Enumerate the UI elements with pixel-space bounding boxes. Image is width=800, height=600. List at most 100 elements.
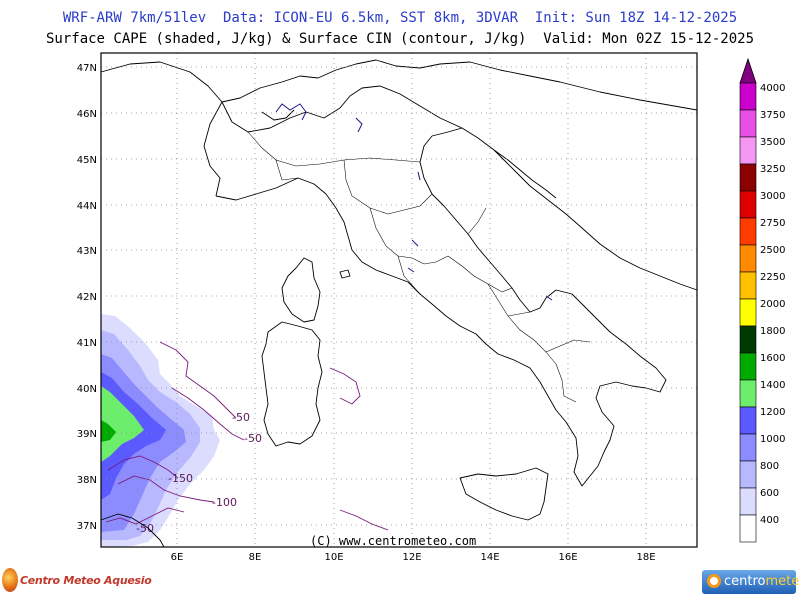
cin-contour (107, 455, 179, 479)
centro-meteo-aquesio-logo[interactable]: Centro Meteo Aquesio (0, 566, 152, 596)
lon-label: 18E (636, 552, 655, 563)
colorbar-swatch (739, 352, 757, 381)
colorbar-label: 1600 (760, 353, 785, 364)
cin-contour (105, 507, 185, 525)
cin-label: -150 (168, 472, 193, 485)
cin-label: -50 (136, 522, 154, 535)
region-border (447, 255, 513, 293)
french-border (203, 101, 223, 197)
colorbar-swatch (739, 379, 757, 408)
region-border (545, 339, 591, 353)
colorbar-swatch (739, 109, 757, 138)
cin-label: -100 (212, 496, 237, 509)
sicily (459, 467, 549, 521)
region-border (397, 255, 421, 295)
colorbar-label: 1400 (760, 380, 785, 391)
colorbar-swatch (739, 406, 757, 435)
colorbar-label: 2250 (760, 272, 785, 283)
colorbar-label: 800 (760, 461, 779, 472)
cape-1400-area (101, 420, 116, 442)
chart-title: WRF-ARW 7km/51lev Data: ICON-EU 6.5km, S… (62, 10, 738, 26)
colorbar-swatch (739, 271, 757, 300)
region-border (507, 315, 557, 365)
lat-label: 44N (77, 201, 97, 212)
colorbar-label: 1200 (760, 407, 785, 418)
lat-label: 47N (77, 63, 97, 74)
cin-contour (329, 367, 361, 405)
region-border (247, 131, 421, 167)
sardinia (261, 321, 323, 447)
lat-label: 42N (77, 292, 97, 303)
lake (355, 117, 363, 133)
lake-outlines (275, 103, 553, 301)
lon-label: 12E (402, 552, 421, 563)
logo-right-text: centrometeo (724, 574, 800, 589)
colorbar-label: 2500 (760, 245, 785, 256)
lat-label: 37N (77, 521, 97, 532)
cape-shading (101, 314, 220, 547)
centrometeo-logo[interactable]: centrometeo (702, 570, 800, 594)
colorbar-label: 3500 (760, 137, 785, 148)
credit-text: (C) www.centrometeo.com (310, 534, 476, 548)
colorbar-swatch (739, 163, 757, 192)
colorbar-label: 2000 (760, 299, 785, 310)
lon-label: 10E (324, 552, 343, 563)
lon-label: 16E (558, 552, 577, 563)
cin-contour (171, 387, 245, 441)
lat-label: 46N (77, 109, 97, 120)
region-border (369, 207, 449, 265)
logo-left-text: Centro Meteo Aquesio (20, 574, 152, 587)
lake (275, 103, 307, 121)
logo-right-text-b: meteo (765, 574, 800, 589)
colorbar-label: 3000 (760, 191, 785, 202)
elba (339, 269, 351, 279)
north-adriatic-coast (431, 127, 698, 291)
region-border (555, 363, 577, 403)
logo-ring-icon (707, 574, 721, 588)
colorbar-label: 4000 (760, 83, 785, 94)
lake (545, 295, 553, 301)
cin-contour (339, 509, 389, 531)
longitude-labels: 6E 8E 10E 12E 14E 16E 18E (171, 552, 656, 563)
cin-contour (117, 475, 215, 503)
lake (411, 239, 419, 247)
cin-label: -50 (244, 432, 262, 445)
africa-coast (100, 513, 165, 548)
colorbar: 4000 3750 3500 3250 3000 2750 2500 2250 2000 1800… (739, 57, 785, 543)
colorbar-label: 600 (760, 488, 779, 499)
colorbar-swatch (739, 460, 757, 489)
colorbar-swatch (739, 298, 757, 327)
colorbar-swatch (739, 217, 757, 246)
lake-outline (261, 109, 295, 121)
colorbar-label: 3750 (760, 110, 785, 121)
colorbar-swatch (739, 433, 757, 462)
colorbar-label: 400 (760, 515, 779, 526)
colorbar-swatch (739, 487, 757, 516)
colorbar-swatch (739, 325, 757, 354)
lon-label: 14E (480, 552, 499, 563)
corsica (281, 257, 321, 323)
croatian-coast (507, 159, 557, 199)
west-coast (215, 135, 667, 487)
colorbar-swatch (739, 136, 757, 165)
colorbar-label: 3250 (760, 164, 785, 175)
colorbar-label: 2750 (760, 218, 785, 229)
region-border (343, 159, 433, 215)
colorbar-label: 1000 (760, 434, 785, 445)
lat-label: 43N (77, 246, 97, 257)
cin-label: -50 (232, 411, 250, 424)
colorbar-swatch (739, 82, 757, 111)
colorbar-swatch (739, 244, 757, 273)
latitude-labels: 47N 46N 45N 44N 43N 42N 41N 40N 39N 38N … (77, 63, 97, 532)
lat-label: 41N (77, 338, 97, 349)
region-borders (247, 131, 591, 403)
region-border (487, 283, 531, 317)
region-border (467, 207, 487, 235)
colorbar-label: 1800 (760, 326, 785, 337)
lon-label: 8E (249, 552, 262, 563)
logo-disc-icon (2, 568, 18, 592)
logo-right-text-a: centro (724, 574, 766, 589)
lat-label: 45N (77, 155, 97, 166)
eastern-border (419, 105, 509, 161)
